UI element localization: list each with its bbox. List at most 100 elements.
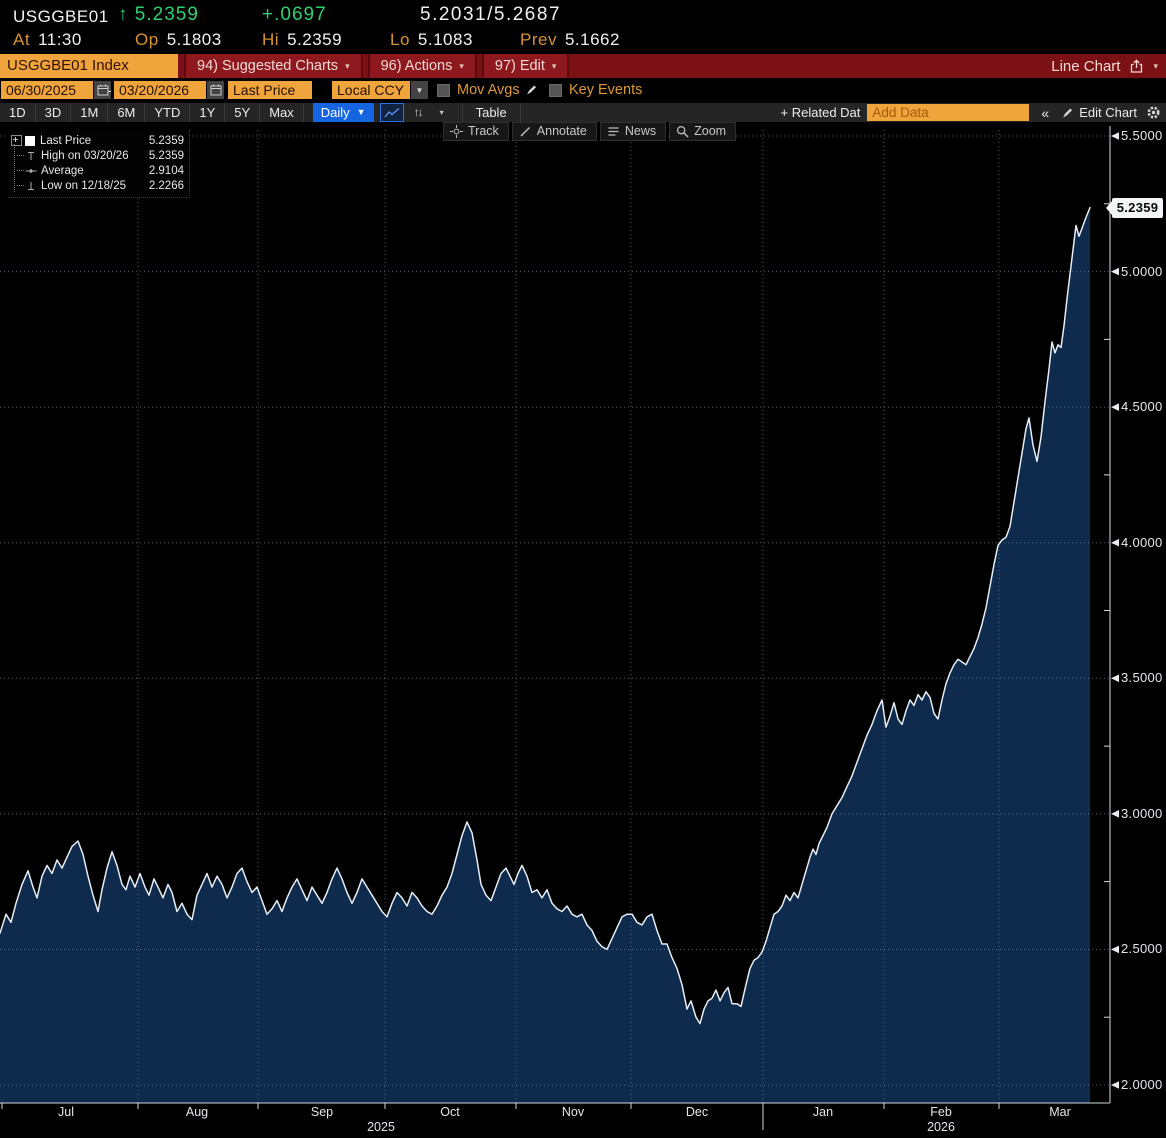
average-marker-icon (25, 165, 37, 177)
up-arrow-icon: ↑ (118, 4, 129, 25)
mov-avgs-label: Mov Avgs (457, 82, 520, 98)
date-from-field[interactable]: 06/30/2025 (1, 81, 93, 99)
y-axis-label: 4.0000 (1121, 534, 1163, 550)
zoom-button[interactable]: Zoom (669, 122, 737, 141)
x-axis-month: Jul (58, 1105, 74, 1119)
table-button[interactable]: Table (461, 103, 521, 122)
menu-items: 94) Suggested Charts ▾ 96) Actions ▾ 97) E… (184, 54, 574, 78)
sort-arrows-icon[interactable]: ↑↓ (413, 105, 424, 119)
calendar-icon[interactable] (207, 81, 224, 99)
tab-max[interactable]: Max (260, 103, 304, 122)
chart-tools: Track Annotate News Zoom (443, 122, 737, 141)
menu-suggested-charts[interactable]: 94) Suggested Charts ▾ (184, 54, 363, 78)
x-axis-month: Aug (185, 1105, 209, 1119)
y-axis-label: 4.5000 (1121, 399, 1163, 415)
tab-6m[interactable]: 6M (108, 103, 146, 122)
annotate-button[interactable]: Annotate (511, 122, 597, 141)
tab-1m[interactable]: 1M (71, 103, 109, 122)
chevron-down-icon: ▼ (415, 85, 424, 95)
chart-type-selector[interactable]: Line Chart ▾ (1051, 54, 1158, 78)
settings-gear-icon[interactable] (1144, 105, 1163, 120)
menu-bar: USGGBE01 Index 94) Suggested Charts ▾ 96)… (0, 54, 1166, 78)
crosshair-icon (450, 124, 463, 138)
add-data-input[interactable] (867, 104, 1030, 121)
tab-5y[interactable]: 5Y (225, 103, 261, 122)
security-field[interactable]: USGGBE01 Index (0, 54, 178, 78)
legend-low[interactable]: Low on 12/18/25 2.2266 (11, 178, 184, 193)
pencil-icon (1063, 108, 1073, 118)
frequency-dropdown[interactable]: Daily ▼ (312, 103, 374, 122)
x-axis-year: 2025 (367, 1120, 395, 1134)
price-chart[interactable] (0, 122, 1166, 1138)
high-marker-icon (25, 150, 37, 162)
currency-selector[interactable]: Local CCY (332, 81, 410, 99)
menu-edit[interactable]: 97) Edit ▾ (481, 54, 570, 78)
toolbar-right: + Related Dat « Edit Chart (781, 103, 1163, 122)
chevron-down-icon: ▾ (551, 61, 557, 71)
x-axis-month: Oct (440, 1105, 460, 1119)
x-axis-month: Jan (812, 1105, 834, 1119)
line-chart-label: Line Chart (1051, 57, 1121, 75)
at-time: At 11:30 (13, 30, 82, 49)
quote-bar: USGGBE01 ↑ 5.2359 +.0697 5.2031/5.2687 A… (0, 0, 1166, 54)
track-button[interactable]: Track (443, 122, 509, 141)
prev-price: Prev 5.1662 (520, 30, 620, 49)
ticker: USGGBE01 (13, 7, 109, 26)
mov-avgs-checkbox[interactable] (437, 84, 450, 97)
high-price: Hi 5.2359 (262, 30, 343, 49)
x-axis-month: Feb (930, 1105, 952, 1119)
expander-icon[interactable] (11, 135, 22, 146)
y-axis-label: 5.0000 (1121, 263, 1163, 279)
legend-average[interactable]: Average 2.9104 (11, 163, 184, 178)
x-axis-month: Sep (310, 1105, 334, 1119)
low-price: Lo 5.1083 (390, 30, 473, 49)
y-axis-label: 2.0000 (1121, 1077, 1163, 1092)
export-icon[interactable] (1129, 58, 1144, 74)
magnifier-icon (677, 125, 689, 138)
date-to-field[interactable]: 03/20/2026 (114, 81, 206, 99)
date-range-dash: - (107, 82, 112, 98)
pencil-icon[interactable] (525, 83, 538, 101)
edit-chart-button[interactable]: Edit Chart (1061, 105, 1137, 120)
chart-legend: Last Price 5.2359 High on 03/20/26 5.235… (8, 130, 190, 198)
series-swatch (25, 135, 35, 146)
last-price-axis-tag: 5.2359 (1106, 197, 1163, 218)
settings-bar: 06/30/2025 - 03/20/2026 Last Price Local… (0, 79, 1166, 102)
x-axis-month: Dec (685, 1105, 709, 1119)
news-button[interactable]: News (599, 122, 667, 141)
chevron-down-icon[interactable]: ▾ (1153, 60, 1158, 71)
x-axis-month: Mar (1049, 1105, 1071, 1119)
y-axis-label: 3.5000 (1121, 670, 1163, 686)
related-data-button[interactable]: + Related Dat (780, 105, 861, 120)
price-field-selector[interactable]: Last Price (228, 81, 312, 99)
price-change: +.0697 (262, 4, 327, 25)
chevron-down-icon: ▾ (345, 61, 350, 71)
tab-ytd[interactable]: YTD (145, 103, 191, 122)
period-toolbar: 1D 3D 1M 6M YTD 1Y 5Y Max Daily ▼ ↑↓ ▾ Ta… (0, 103, 1166, 122)
legend-high[interactable]: High on 03/20/26 5.2359 (11, 148, 184, 163)
legend-tree-rail (14, 144, 15, 192)
news-list-icon (608, 126, 619, 136)
pencil-icon (520, 126, 530, 136)
menu-actions[interactable]: 96) Actions ▾ (367, 54, 477, 78)
bid-ask: 5.2031/5.2687 (420, 4, 562, 25)
calendar-icon[interactable] (94, 81, 111, 99)
key-events-checkbox[interactable] (549, 84, 562, 97)
y-axis-label: 3.0000 (1121, 805, 1163, 821)
legend-last-price[interactable]: Last Price 5.2359 (11, 133, 184, 148)
tab-3d[interactable]: 3D (36, 103, 72, 122)
x-axis-month: Nov (561, 1105, 585, 1119)
tab-1d[interactable]: 1D (0, 103, 36, 122)
chevron-down-icon[interactable]: ▾ (439, 108, 444, 117)
collapse-button[interactable]: « (1041, 104, 1050, 121)
x-axis-year: 2026 (927, 1120, 955, 1134)
line-chart-icon (384, 107, 400, 117)
currency-dropdown-button[interactable]: ▼ (411, 81, 428, 99)
line-chart-type-button[interactable] (379, 103, 404, 122)
chevron-down-icon: ▼ (356, 107, 366, 117)
y-axis-label: 5.5000 (1121, 128, 1163, 143)
tab-1y[interactable]: 1Y (190, 103, 226, 122)
low-marker-icon (25, 180, 37, 192)
key-events-label: Key Events (569, 82, 643, 98)
